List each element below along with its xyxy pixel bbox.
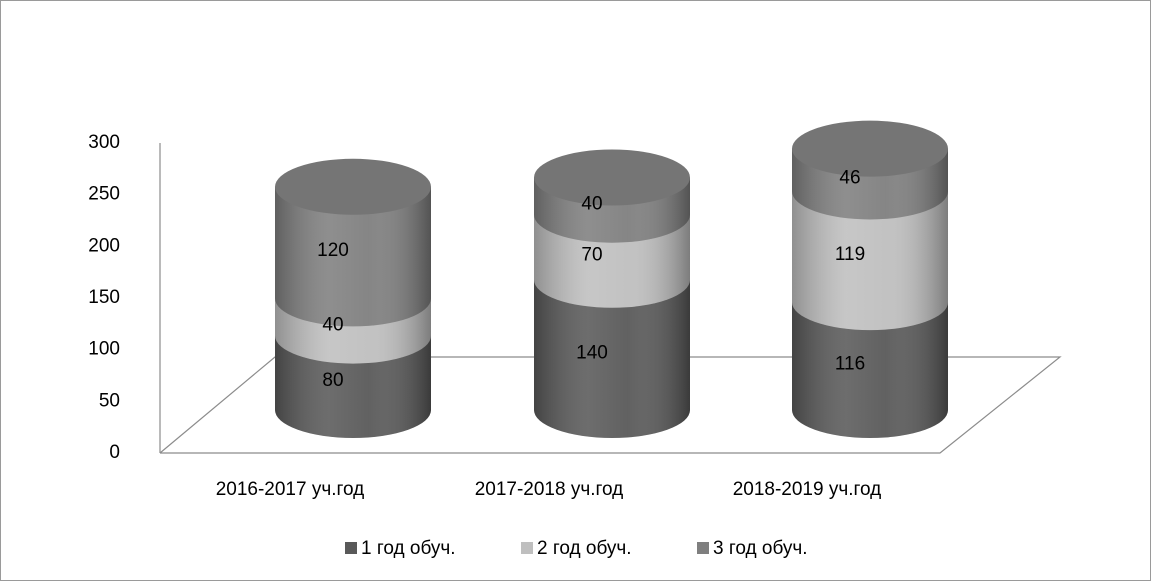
x-tick-label: 2017-2018 уч.год bbox=[475, 479, 624, 500]
data-label: 40 bbox=[322, 314, 343, 335]
cylinder-top bbox=[275, 158, 431, 215]
legend-swatch bbox=[697, 542, 709, 554]
x-tick-label: 2018-2019 уч.год bbox=[733, 479, 882, 500]
data-label: 70 bbox=[581, 245, 602, 266]
segment-shade bbox=[792, 302, 948, 438]
y-tick-label: 100 bbox=[88, 339, 120, 360]
legend-swatch bbox=[521, 542, 533, 554]
legend-label: 3 год обуч. bbox=[713, 538, 808, 559]
data-label: 119 bbox=[835, 244, 865, 265]
segment-shade bbox=[275, 186, 431, 327]
legend-swatch bbox=[345, 542, 357, 554]
floor bbox=[159, 356, 1062, 454]
y-tick-label: 0 bbox=[109, 442, 120, 463]
cylinder-top-shade bbox=[275, 158, 431, 215]
y-tick-label: 300 bbox=[88, 132, 120, 153]
data-label: 140 bbox=[576, 342, 608, 363]
y-tick-label: 50 bbox=[99, 390, 120, 411]
cylinder-top-shade bbox=[534, 149, 690, 206]
data-label: 116 bbox=[835, 353, 865, 374]
data-label: 40 bbox=[581, 194, 602, 215]
y-tick-label: 150 bbox=[88, 287, 120, 308]
data-label: 46 bbox=[839, 167, 860, 188]
y-tick-label: 200 bbox=[88, 235, 120, 256]
segment-shade bbox=[534, 279, 690, 438]
data-label: 80 bbox=[322, 370, 343, 391]
segment-shade bbox=[275, 335, 431, 438]
cylinder-top bbox=[792, 120, 948, 177]
x-tick-label: 2016-2017 уч.год bbox=[216, 479, 365, 500]
legend-label: 1 год обуч. bbox=[361, 538, 456, 559]
legend-label: 2 год обуч. bbox=[537, 538, 632, 559]
data-label: 120 bbox=[317, 240, 349, 261]
cylinder-top-shade bbox=[792, 120, 948, 177]
cylinder-top bbox=[534, 149, 690, 206]
segment-shade bbox=[792, 191, 948, 331]
y-tick-label: 250 bbox=[88, 184, 120, 205]
